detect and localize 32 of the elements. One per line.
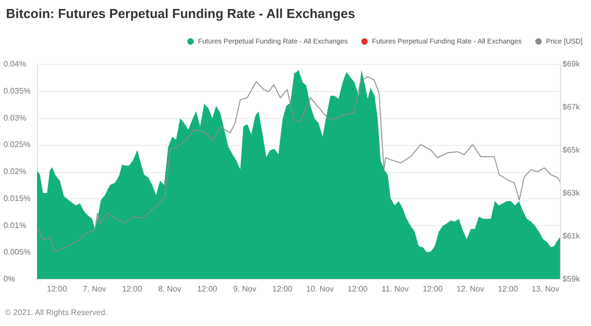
y-tick-label: 0.015% <box>4 194 31 203</box>
y2-tick-label: $61k <box>562 232 581 240</box>
y-tick-label: 0.02% <box>4 167 26 176</box>
x-tick-label: 11. Nov <box>382 284 409 294</box>
x-tick-label: 12:00 <box>422 284 444 294</box>
x-tick-label: 12:00 <box>348 284 368 294</box>
x-tick-label: 12. Nov <box>456 284 484 294</box>
x-tick-label: 13. Nov <box>532 284 560 294</box>
y-tick-label: 0% <box>4 274 16 284</box>
x-tick-label: 12:00 <box>498 284 518 294</box>
y-tick-label: 0.03% <box>4 113 26 122</box>
y2-tick-label: $67k <box>562 102 581 112</box>
text: © 2021. All Rights Reserved. <box>5 308 108 317</box>
chart-title: Bitcoin: Futures Perpetual Funding Rate - All Exchanges <box>6 6 356 21</box>
x-tick-label: 8. Nov <box>158 284 182 294</box>
y-tick-label: 0.005% <box>4 248 31 257</box>
y2-tick-label: $69k <box>562 60 581 68</box>
y-tick-label: 0.01% <box>4 220 26 230</box>
y2-tick-label: $65k <box>562 146 581 154</box>
x-tick-label: 12:00 <box>122 284 143 294</box>
y-tick-label: 0.025% <box>4 140 31 150</box>
x-tick-label: 9. Nov <box>233 284 256 294</box>
y2-tick-label: $59k <box>562 274 581 284</box>
x-tick-label: 7. Nov <box>82 284 106 294</box>
x-tick-label: 12:00 <box>197 284 218 294</box>
line-series <box>36 76 560 252</box>
y-tick-label: 0.04% <box>4 60 26 68</box>
x-tick-label: 12:00 <box>272 284 293 294</box>
y-tick-label: 0.035% <box>4 86 31 96</box>
y2-tick-label: $63k <box>562 188 581 198</box>
x-tick-label: 12:00 <box>46 284 68 294</box>
x-tick-label: 10. Nov <box>306 284 334 294</box>
